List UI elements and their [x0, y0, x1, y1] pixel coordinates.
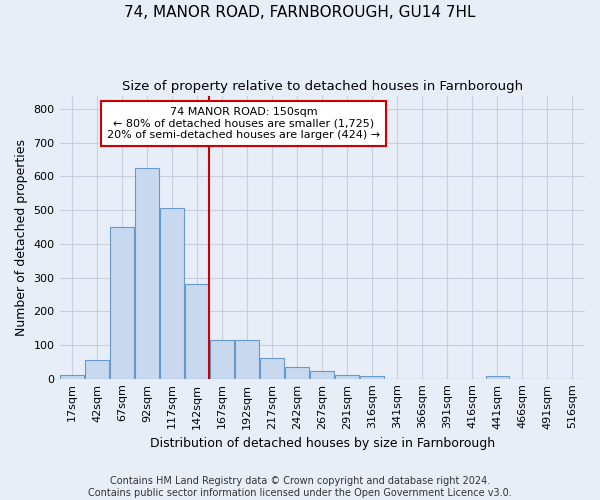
Bar	[85, 360, 109, 378]
X-axis label: Distribution of detached houses by size in Farnborough: Distribution of detached houses by size …	[150, 437, 495, 450]
Title: Size of property relative to detached houses in Farnborough: Size of property relative to detached ho…	[122, 80, 523, 93]
Bar	[185, 284, 209, 378]
Bar	[335, 376, 359, 378]
Text: 74 MANOR ROAD: 150sqm
← 80% of detached houses are smaller (1,725)
20% of semi-d: 74 MANOR ROAD: 150sqm ← 80% of detached …	[107, 107, 380, 140]
Text: Contains HM Land Registry data © Crown copyright and database right 2024.
Contai: Contains HM Land Registry data © Crown c…	[88, 476, 512, 498]
Bar	[60, 374, 84, 378]
Bar	[485, 376, 509, 378]
Y-axis label: Number of detached properties: Number of detached properties	[15, 138, 28, 336]
Bar	[135, 168, 159, 378]
Bar	[286, 367, 309, 378]
Bar	[260, 358, 284, 378]
Bar	[361, 376, 384, 378]
Bar	[160, 208, 184, 378]
Text: 74, MANOR ROAD, FARNBOROUGH, GU14 7HL: 74, MANOR ROAD, FARNBOROUGH, GU14 7HL	[124, 5, 476, 20]
Bar	[235, 340, 259, 378]
Bar	[310, 372, 334, 378]
Bar	[110, 227, 134, 378]
Bar	[210, 340, 234, 378]
